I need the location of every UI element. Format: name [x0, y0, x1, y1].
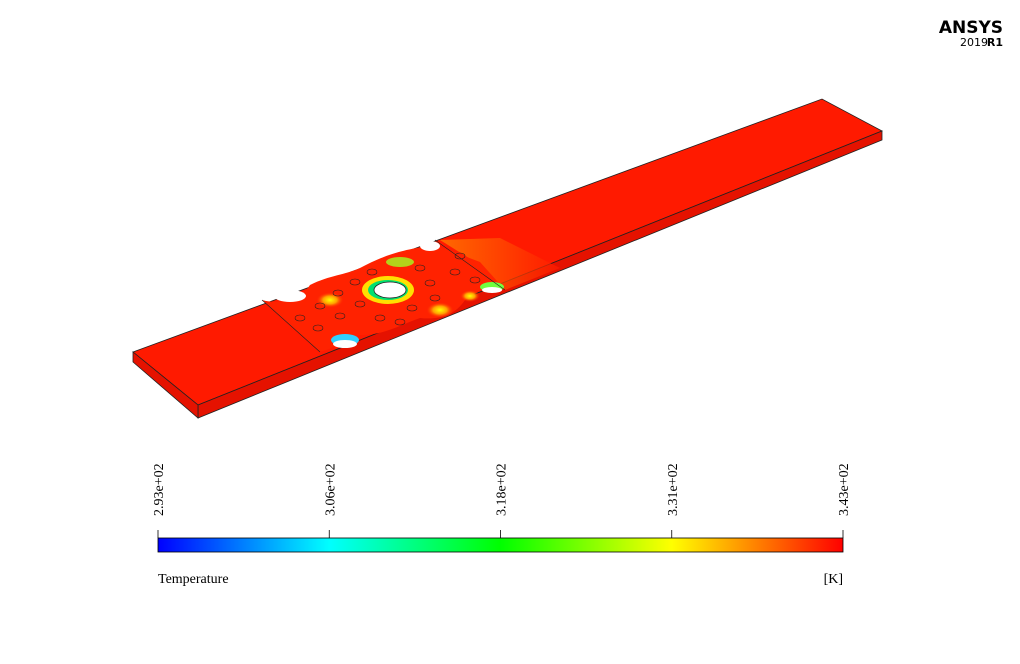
- version: 2019: [960, 36, 988, 49]
- logo: ANSYS 2019 R1: [939, 18, 1003, 49]
- tick-label: 2.93e+02: [152, 463, 167, 516]
- tick-label: 3.18e+02: [495, 463, 510, 516]
- tick-label: 3.43e+02: [837, 463, 852, 516]
- tick-label: 3.31e+02: [666, 463, 681, 516]
- model: [132, 98, 883, 419]
- colorbar-unit: [K]: [824, 572, 843, 587]
- tick-label: 3.06e+02: [323, 463, 338, 516]
- brand: ANSYS: [939, 18, 1003, 38]
- colorbar: [157, 537, 844, 553]
- release: R1: [987, 36, 1003, 49]
- colorbar-title: Temperature: [158, 572, 229, 587]
